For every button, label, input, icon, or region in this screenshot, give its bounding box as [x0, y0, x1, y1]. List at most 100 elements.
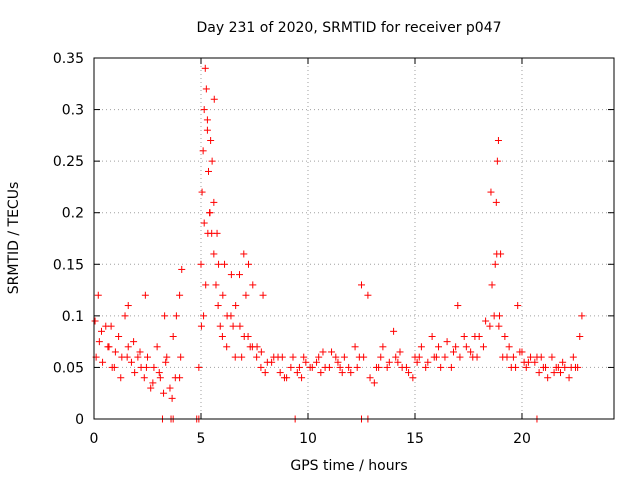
data-point: [569, 353, 577, 361]
data-point: [405, 369, 413, 377]
data-point: [494, 137, 502, 145]
data-point: [372, 363, 380, 371]
data-point: [561, 363, 569, 371]
data-point: [245, 260, 253, 268]
data-point: [249, 281, 257, 289]
data-point: [336, 363, 344, 371]
data-point: [121, 312, 129, 320]
x-tick-labels: 0 5 10 15 20: [90, 431, 531, 447]
x-tick-label: 5: [197, 431, 206, 447]
data-point: [195, 363, 203, 371]
data-point: [295, 363, 303, 371]
data-point: [317, 369, 325, 377]
y-axis-label: SRMTID / TECUs: [6, 182, 22, 295]
data-point: [197, 322, 205, 330]
data-point: [544, 374, 552, 382]
data-point: [492, 198, 500, 206]
data-point: [259, 291, 267, 299]
data-point: [398, 363, 406, 371]
data-point: [261, 369, 269, 377]
data-point: [107, 322, 115, 330]
data-point: [176, 374, 184, 382]
data-point: [210, 95, 218, 103]
data-point: [117, 374, 125, 382]
plot-frame: [93, 57, 615, 420]
data-point: [370, 379, 378, 387]
data-point: [514, 302, 522, 310]
data-point: [127, 358, 135, 366]
data-point: [522, 363, 530, 371]
data-point: [364, 291, 372, 299]
data-point: [240, 250, 248, 258]
data-point: [202, 85, 210, 93]
data-point: [214, 302, 222, 310]
y-tick-label: 0.15: [53, 257, 84, 273]
data-point: [345, 363, 353, 371]
data-point: [417, 343, 425, 351]
data-point: [542, 363, 550, 371]
data-point: [253, 353, 261, 361]
data-point: [460, 332, 468, 340]
data-point: [166, 384, 174, 392]
data-point: [199, 147, 207, 155]
data-point: [499, 353, 507, 361]
data-point: [287, 363, 295, 371]
data-point: [215, 260, 223, 268]
data-point: [200, 312, 208, 320]
data-point: [283, 374, 291, 382]
data-point: [437, 363, 445, 371]
data-point: [227, 271, 235, 279]
data-point: [357, 281, 365, 289]
data-point: [394, 358, 402, 366]
data-point: [140, 374, 148, 382]
x-tick-label: 20: [513, 431, 531, 447]
data-point: [204, 229, 212, 237]
data-point: [396, 348, 404, 356]
data-point: [206, 209, 214, 217]
data-point: [223, 343, 231, 351]
data-point: [203, 126, 211, 134]
data-point: [110, 363, 118, 371]
data-point: [219, 291, 227, 299]
data-point: [111, 348, 119, 356]
data-point: [347, 369, 355, 377]
y-tick-label: 0: [75, 412, 84, 428]
data-point: [424, 358, 432, 366]
x-tick-label: 0: [90, 431, 99, 447]
data-point: [198, 188, 206, 196]
data-point: [232, 302, 240, 310]
y-tick-labels: 0 0.05 0.1 0.15 0.2 0.25 0.3 0.35: [53, 51, 84, 428]
data-point: [257, 348, 265, 356]
data-point: [469, 353, 477, 361]
grid-lines: [94, 58, 614, 419]
data-point: [130, 338, 138, 346]
data-point: [176, 291, 184, 299]
data-point: [576, 332, 584, 340]
data-point: [276, 369, 284, 377]
data-point: [202, 281, 210, 289]
data-point: [390, 327, 398, 335]
data-point: [104, 343, 112, 351]
data-point: [509, 353, 517, 361]
data-point: [550, 369, 558, 377]
data-point: [172, 312, 180, 320]
data-point: [229, 322, 237, 330]
data-point: [578, 312, 586, 320]
data-point: [236, 322, 244, 330]
data-point: [428, 332, 436, 340]
data-point: [298, 374, 306, 382]
data-point: [413, 358, 421, 366]
data-point: [147, 384, 155, 392]
data-point: [124, 302, 132, 310]
data-point: [496, 312, 504, 320]
data-point: [162, 358, 170, 366]
data-point: [450, 348, 458, 356]
data-point: [533, 353, 541, 361]
data-point: [535, 369, 543, 377]
data-point: [516, 348, 524, 356]
data-point: [270, 353, 278, 361]
x-tick-label: 10: [299, 431, 317, 447]
data-point: [531, 358, 539, 366]
data-point: [456, 353, 464, 361]
